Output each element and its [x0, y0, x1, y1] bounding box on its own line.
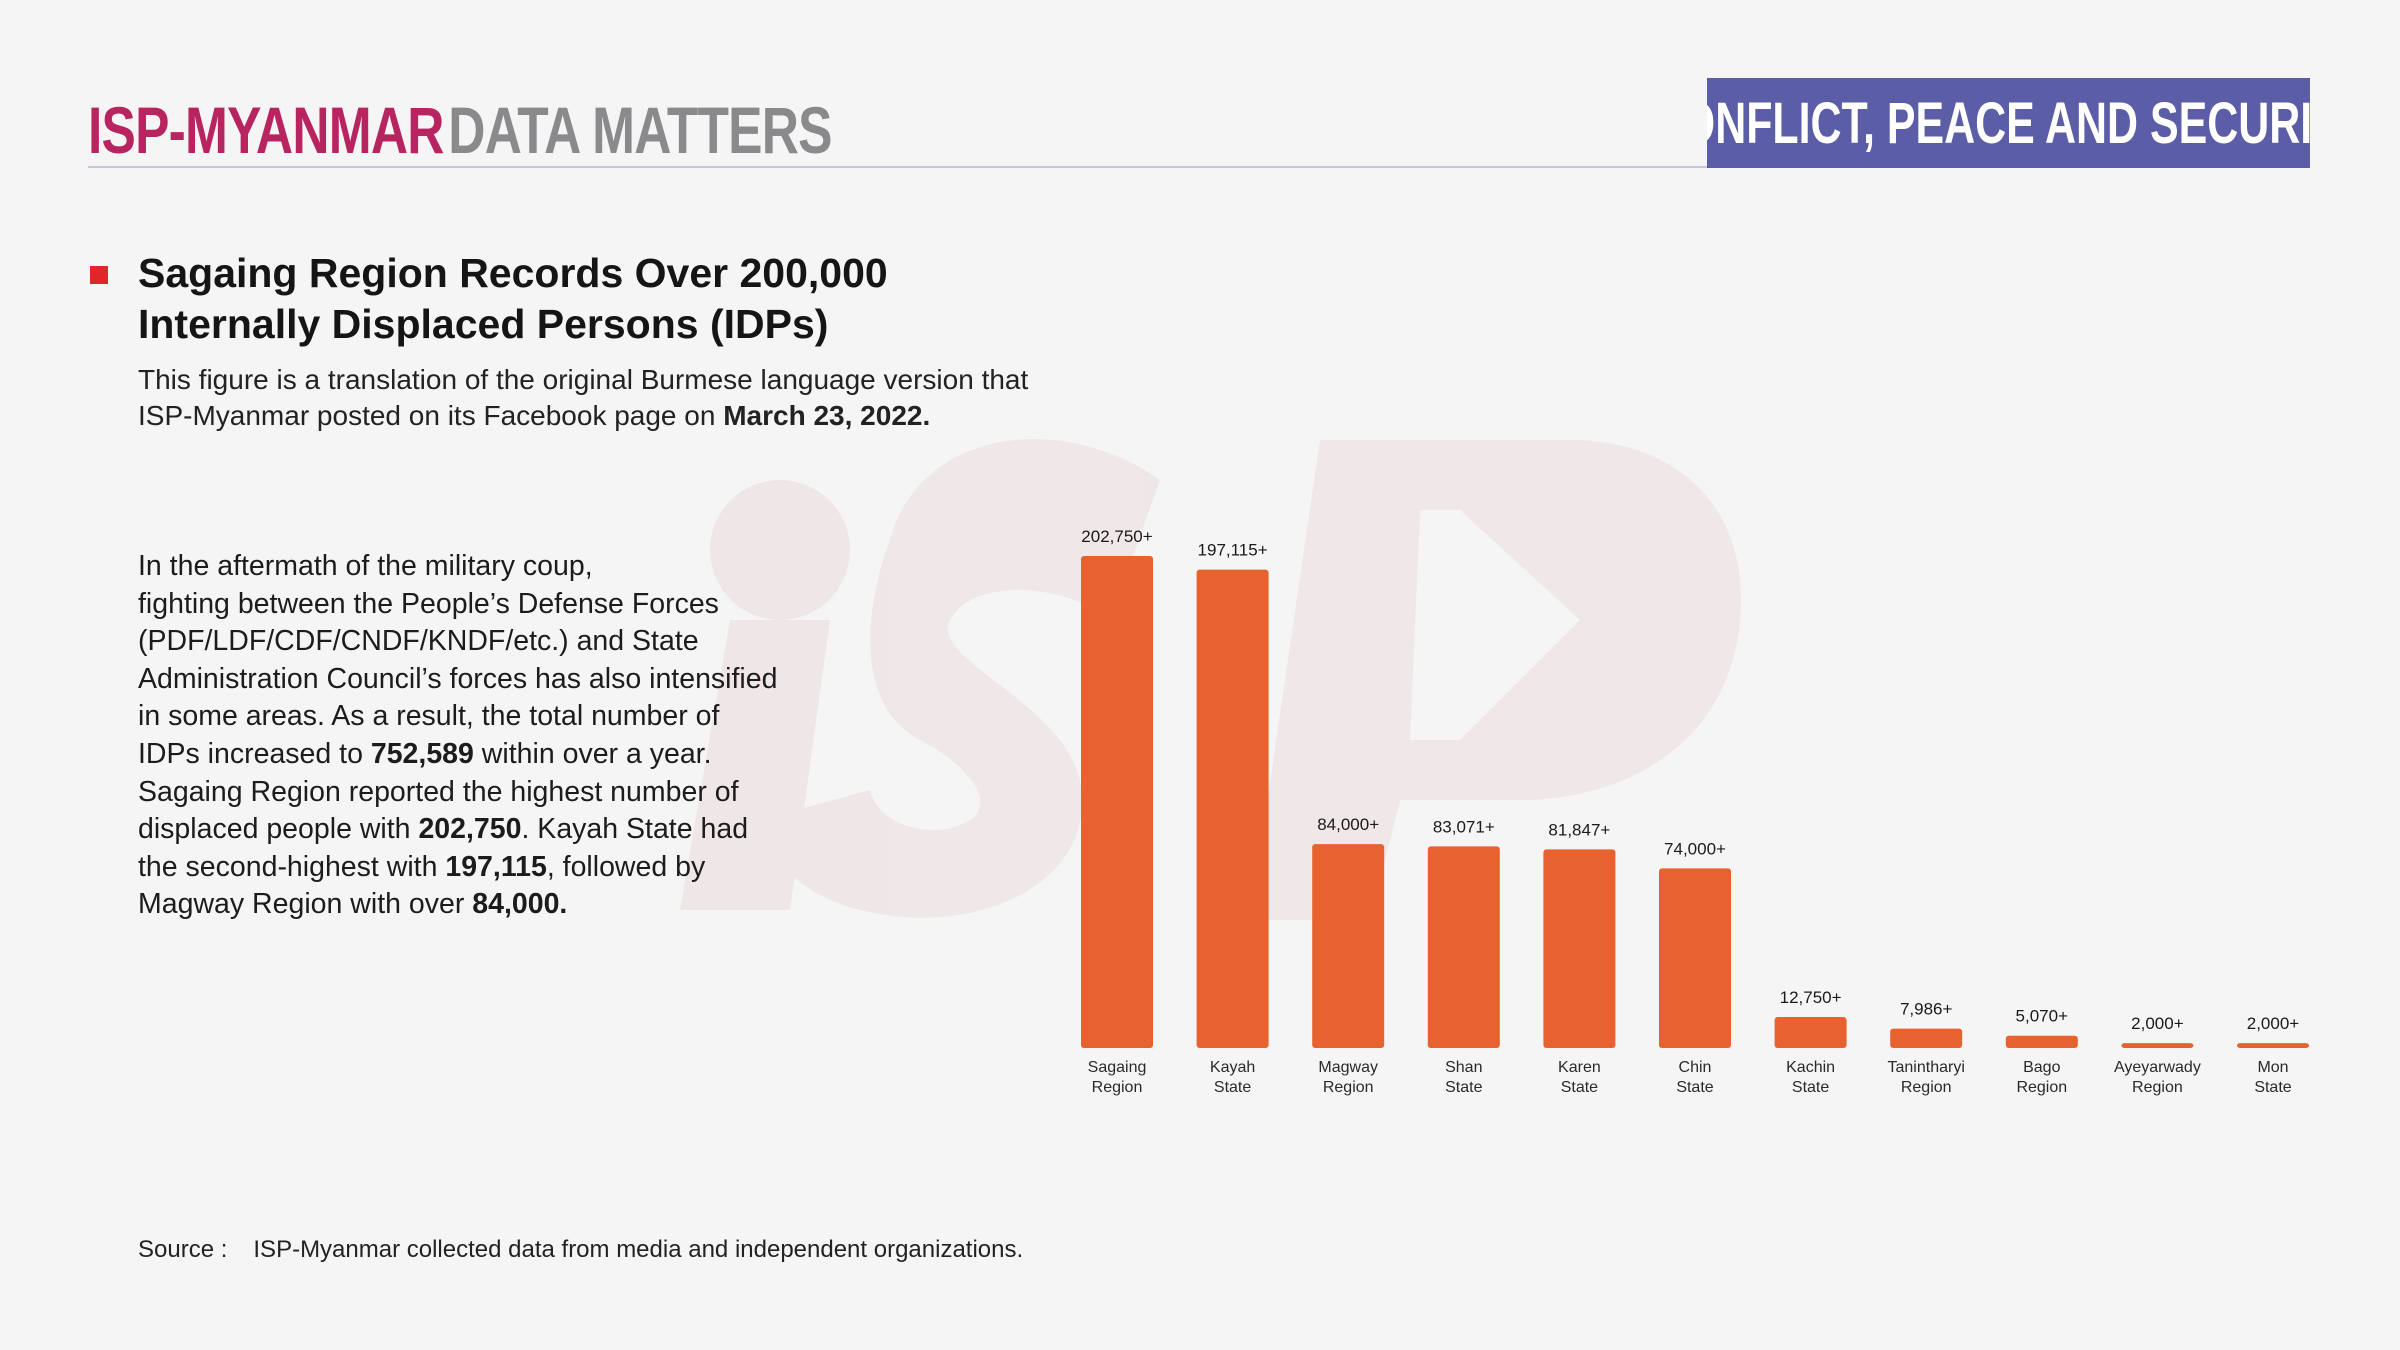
category-label: Mon: [2257, 1059, 2288, 1076]
body-text: . Kayah State had: [521, 813, 749, 846]
category-label: Shan: [1445, 1059, 1482, 1076]
subtitle-line-2-text: ISP-Myanmar posted on its Facebook page …: [138, 400, 724, 431]
magway-value: 84,000.: [472, 888, 568, 921]
category-label: Ayeyarwady: [2114, 1059, 2201, 1076]
bar-magway: [1312, 844, 1385, 1048]
category-label: State: [1445, 1079, 1482, 1096]
bar-ayeyarwady: [2121, 1043, 2194, 1048]
bar-kachin: [1774, 1017, 1847, 1048]
bar-kayah: [1196, 569, 1269, 1048]
bar-value-label: 84,000+: [1317, 815, 1379, 834]
category-label: Magway: [1318, 1059, 1378, 1076]
title-line-1: Sagaing Region Records Over 200,000: [138, 250, 888, 296]
source-label: Source :: [138, 1236, 228, 1263]
brand-secondary: DATA MATTERS: [448, 93, 832, 167]
subtitle-date: March 23, 2022.: [723, 400, 931, 431]
kayah-value: 197,115: [445, 850, 547, 883]
sagaing-value: 202,750: [418, 813, 522, 846]
brand-primary: ISP-MYANMAR: [88, 93, 444, 167]
category-label: Region: [1323, 1079, 1374, 1096]
category-label: Kayah: [1210, 1059, 1255, 1076]
body-text: the second-highest with: [138, 850, 446, 883]
category-label: Region: [2132, 1079, 2183, 1096]
body-line: the second-highest with 197,115, followe…: [138, 849, 838, 887]
page-title: Sagaing Region Records Over 200,000 Inte…: [138, 248, 1038, 350]
bar-value-label: 83,071+: [1433, 817, 1495, 836]
total-idps-value: 752,589: [370, 737, 474, 770]
bar-value-label: 81,847+: [1548, 820, 1610, 839]
subtitle: This figure is a translation of the orig…: [138, 362, 1138, 434]
title-bullet-icon: [90, 266, 108, 284]
bar-value-label: 5,070+: [2016, 1007, 2069, 1026]
body-text: displaced people with: [138, 813, 419, 846]
category-label: State: [1561, 1079, 1598, 1096]
bar-mon: [2237, 1043, 2309, 1048]
bar-bago: [2005, 1035, 2078, 1048]
subtitle-line-1: This figure is a translation of the orig…: [138, 364, 1029, 395]
body-line: IDPs increased to 752,589 within over a …: [138, 736, 838, 774]
body-line: Sagaing Region reported the highest numb…: [138, 775, 739, 808]
body-line: (PDF/LDF/CDF/CNDF/KNDF/etc.) and State: [138, 625, 699, 658]
category-label: Bago: [2023, 1059, 2060, 1076]
bar-shan: [1427, 846, 1500, 1048]
section-label: CONFLICT, PEACE AND SECURITY: [1707, 90, 2310, 156]
source-text: ISP-Myanmar collected data from media an…: [253, 1236, 1024, 1263]
category-label: Region: [1901, 1079, 1952, 1096]
body-paragraph: In the aftermath of the military coup, f…: [138, 548, 838, 924]
category-label: Karen: [1558, 1059, 1601, 1076]
bar-sagaing: [1081, 556, 1153, 1048]
idp-bar-chart: 202,750+ Sagaing Region 197,115+ Kayah State 8…: [1081, 527, 2309, 1096]
category-label: State: [2254, 1079, 2291, 1096]
bar-value-label: 12,750+: [1780, 988, 1842, 1007]
header-divider: [88, 166, 1708, 168]
bar-tanintharyi: [1890, 1028, 1963, 1048]
title-line-2: Internally Displaced Persons (IDPs): [138, 301, 829, 347]
body-line: fighting between the People’s Defense Fo…: [138, 587, 719, 620]
body-line: In the aftermath of the military coup,: [138, 550, 593, 582]
category-label: State: [1676, 1079, 1713, 1096]
body-text: IDPs increased to: [138, 737, 371, 770]
subtitle-line-2: ISP-Myanmar posted on its Facebook page …: [138, 398, 1138, 434]
category-label: Tanintharyi: [1888, 1059, 1965, 1076]
bar-value-label: 7,986+: [1900, 1000, 1953, 1019]
bar-value-label: 197,115+: [1198, 541, 1268, 560]
category-label: Sagaing: [1088, 1059, 1147, 1076]
bar-value-label: 202,750+: [1081, 527, 1152, 546]
isp-watermark-logo: [680, 439, 1741, 920]
body-line: Administration Council’s forces has also…: [138, 662, 778, 695]
body-line: Magway Region with over 84,000.: [138, 886, 838, 924]
body-text: Magway Region with over: [138, 888, 473, 921]
category-label: State: [1214, 1079, 1251, 1096]
category-label: Region: [2016, 1079, 2067, 1096]
body-line: in some areas. As a result, the total nu…: [138, 700, 720, 733]
body-text: within over a year.: [473, 737, 712, 770]
body-text: , followed by: [546, 850, 706, 883]
bar-value-label: 2,000+: [2247, 1014, 2300, 1033]
section-badge: CONFLICT, PEACE AND SECURITY: [1707, 78, 2310, 168]
body-line: displaced people with 202,750. Kayah Sta…: [138, 811, 838, 849]
category-label: Region: [1092, 1079, 1143, 1096]
bar-chin: [1659, 868, 1731, 1048]
brand-logo: ISP-MYANMARDATA MATTERS: [88, 92, 832, 168]
category-label: Kachin: [1786, 1059, 1835, 1076]
category-label: Chin: [1679, 1059, 1712, 1076]
category-label: State: [1792, 1079, 1829, 1096]
source-note: Source : ISP-Myanmar collected data from …: [138, 1236, 1023, 1264]
bar-value-label: 74,000+: [1664, 839, 1726, 858]
bar-karen: [1543, 849, 1616, 1048]
bar-value-label: 2,000+: [2131, 1014, 2184, 1033]
